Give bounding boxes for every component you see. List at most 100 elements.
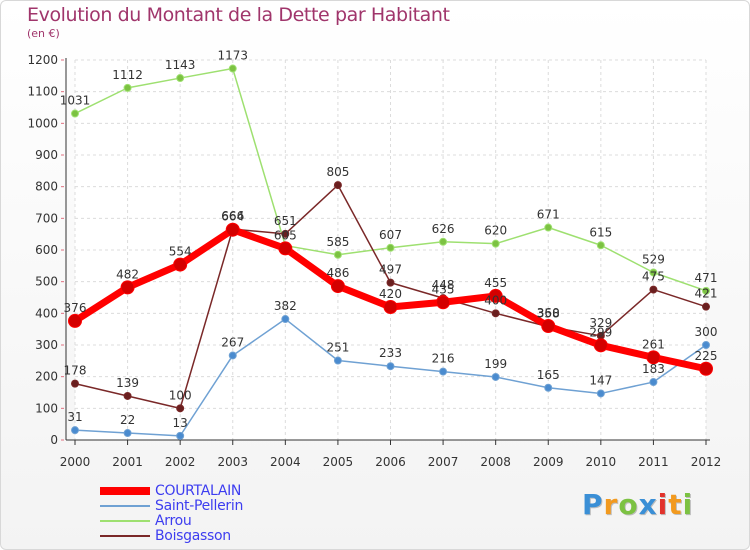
x-tick-label: 2004 bbox=[270, 455, 301, 469]
logo-letter: x bbox=[638, 488, 658, 521]
point-saint-pellerin bbox=[596, 389, 605, 398]
point-boisgasson bbox=[71, 379, 79, 388]
point-saint-pellerin bbox=[333, 356, 342, 365]
data-label-boisgasson: 651 bbox=[274, 214, 297, 228]
data-label-boisgasson: 475 bbox=[642, 270, 665, 284]
point-boisgasson bbox=[176, 404, 185, 413]
x-tick-label: 2008 bbox=[480, 455, 511, 469]
point-boisgasson bbox=[123, 391, 132, 400]
x-tick-label: 2012 bbox=[691, 455, 722, 469]
data-label-courtalain: 360 bbox=[537, 306, 560, 320]
x-tick-label: 2010 bbox=[586, 455, 617, 469]
data-label-arrou: 615 bbox=[589, 225, 612, 239]
data-label-courtalain: 376 bbox=[64, 301, 87, 315]
data-label-boisgasson: 139 bbox=[116, 376, 139, 390]
point-arrou bbox=[71, 109, 79, 118]
data-label-courtalain: 605 bbox=[274, 228, 297, 242]
logo-letter: o bbox=[618, 488, 639, 521]
y-tick-label: 0 bbox=[50, 433, 58, 447]
point-saint-pellerin bbox=[702, 341, 710, 349]
point-arrou bbox=[333, 250, 342, 259]
data-label-arrou: 471 bbox=[695, 271, 718, 285]
x-tick-label: 2000 bbox=[60, 455, 91, 469]
x-tick-label: 2002 bbox=[165, 455, 196, 469]
legend-label: Boisgasson bbox=[155, 528, 231, 544]
data-label-boisgasson: 448 bbox=[432, 278, 455, 292]
y-tick-label: 800 bbox=[35, 180, 58, 194]
data-label-saint-pellerin: 216 bbox=[432, 352, 455, 366]
chart-subtitle: (en €) bbox=[27, 27, 60, 40]
point-saint-pellerin bbox=[544, 383, 553, 392]
point-arrou bbox=[386, 243, 395, 252]
legend-swatch bbox=[100, 487, 150, 495]
data-label-boisgasson: 400 bbox=[484, 293, 507, 307]
y-tick-label: 1100 bbox=[27, 85, 58, 99]
point-courtalain bbox=[173, 257, 188, 272]
point-courtalain bbox=[225, 222, 240, 237]
data-label-arrou: 607 bbox=[379, 228, 402, 242]
data-label-arrou: 585 bbox=[326, 235, 349, 249]
point-courtalain bbox=[436, 295, 451, 310]
data-label-boisgasson: 666 bbox=[221, 209, 244, 223]
data-label-saint-pellerin: 233 bbox=[379, 346, 402, 360]
point-arrou bbox=[649, 268, 658, 277]
point-courtalain bbox=[330, 279, 345, 294]
data-label-boisgasson: 100 bbox=[169, 388, 192, 402]
legend-label: Arrou bbox=[155, 513, 192, 529]
point-courtalain bbox=[383, 300, 398, 314]
data-label-courtalain: 486 bbox=[326, 266, 349, 280]
y-tick-label: 1200 bbox=[27, 53, 58, 67]
data-label-saint-pellerin: 300 bbox=[695, 325, 718, 339]
x-tick-label: 2006 bbox=[375, 455, 406, 469]
data-label-courtalain: 435 bbox=[432, 282, 455, 296]
data-label-saint-pellerin: 382 bbox=[274, 299, 297, 313]
point-saint-pellerin bbox=[439, 367, 448, 376]
data-label-arrou: 671 bbox=[537, 208, 560, 222]
point-saint-pellerin bbox=[176, 431, 185, 440]
y-tick-label: 600 bbox=[35, 243, 58, 257]
data-label-courtalain: 225 bbox=[695, 349, 718, 363]
data-label-arrou: 1112 bbox=[112, 68, 143, 82]
point-courtalain bbox=[699, 361, 713, 376]
data-label-arrou: 1143 bbox=[165, 58, 196, 72]
legend-swatch bbox=[100, 520, 150, 522]
x-tick-label: 2009 bbox=[533, 455, 564, 469]
y-tick-label: 300 bbox=[35, 338, 58, 352]
point-saint-pellerin bbox=[123, 429, 132, 438]
point-saint-pellerin bbox=[491, 372, 500, 381]
point-courtalain bbox=[278, 241, 293, 256]
point-courtalain bbox=[593, 338, 608, 353]
point-boisgasson bbox=[491, 309, 500, 318]
data-label-saint-pellerin: 199 bbox=[484, 357, 507, 371]
point-boisgasson bbox=[649, 285, 658, 294]
proxiti-logo: Proxiti bbox=[582, 488, 693, 521]
data-label-arrou: 1031 bbox=[60, 94, 91, 108]
point-arrou bbox=[439, 237, 448, 246]
point-boisgasson bbox=[333, 181, 342, 190]
x-tick-label: 2005 bbox=[323, 455, 354, 469]
data-label-saint-pellerin: 267 bbox=[221, 335, 244, 349]
logo-letter: r bbox=[603, 488, 619, 521]
legend-label: Saint-Pellerin bbox=[155, 498, 244, 514]
point-arrou bbox=[596, 241, 605, 250]
y-tick-label: 500 bbox=[35, 275, 58, 289]
point-boisgasson bbox=[386, 278, 395, 287]
point-arrou bbox=[702, 286, 710, 295]
legend-swatch bbox=[100, 535, 150, 537]
y-tick-label: 200 bbox=[35, 370, 58, 384]
data-label-arrou: 1173 bbox=[217, 49, 248, 63]
data-label-courtalain: 554 bbox=[169, 245, 192, 259]
point-saint-pellerin bbox=[71, 426, 79, 435]
point-boisgasson bbox=[702, 302, 710, 311]
point-boisgasson bbox=[281, 229, 290, 238]
point-courtalain bbox=[488, 288, 503, 303]
logo-letter: i bbox=[657, 488, 669, 521]
data-label-boisgasson: 497 bbox=[379, 263, 402, 277]
point-courtalain bbox=[646, 350, 661, 365]
data-label-courtalain: 482 bbox=[116, 267, 139, 281]
point-saint-pellerin bbox=[386, 362, 395, 371]
point-courtalain bbox=[68, 313, 82, 328]
y-tick-label: 100 bbox=[35, 401, 58, 415]
data-label-arrou: 620 bbox=[484, 224, 507, 238]
